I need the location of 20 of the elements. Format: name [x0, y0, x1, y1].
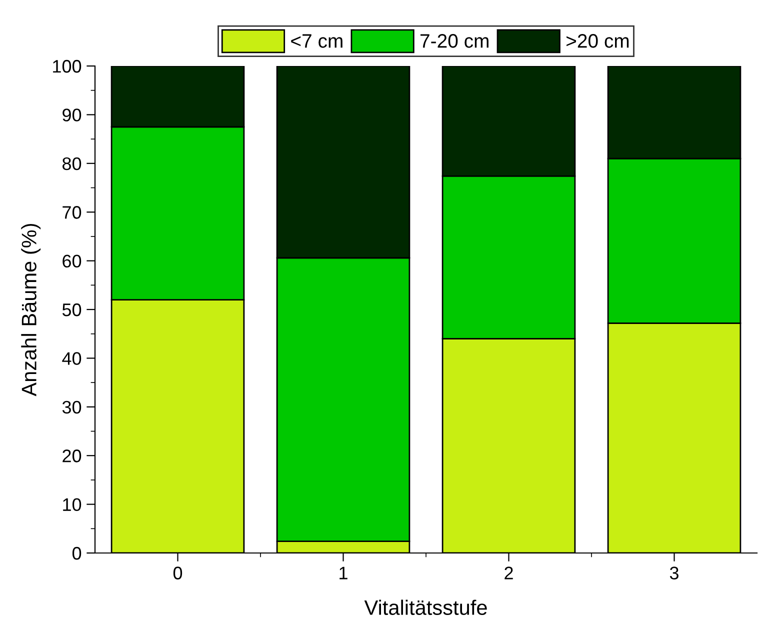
y-tick-label: 50 — [62, 303, 82, 316]
x-tick-label: 2 — [504, 566, 513, 580]
x-axis-title: Vitalitätsstufe — [364, 600, 487, 615]
x-tick-label: 1 — [340, 566, 348, 580]
y-axis-title: Anzahl Bäume (%) — [21, 224, 41, 396]
x-tick-label: 3 — [670, 566, 678, 580]
y-tick-label: 0 — [72, 546, 82, 560]
y-tick-label: 70 — [62, 206, 82, 219]
x-tick-label: 0 — [173, 566, 182, 580]
y-tick-label: 100 — [53, 60, 82, 73]
y-tick-label: 40 — [62, 352, 82, 365]
legend-label: >20 cm — [566, 34, 629, 48]
y-tick-label: 80 — [62, 157, 82, 170]
legend-label: 7-20 cm — [420, 34, 488, 48]
y-tick-label: 90 — [62, 108, 82, 122]
legend-label: <7 cm — [291, 34, 342, 48]
y-tick-label: 60 — [62, 254, 82, 268]
y-tick-label: 30 — [62, 400, 82, 414]
y-tick-label: 20 — [62, 450, 82, 462]
y-tick-label: 10 — [63, 498, 82, 512]
